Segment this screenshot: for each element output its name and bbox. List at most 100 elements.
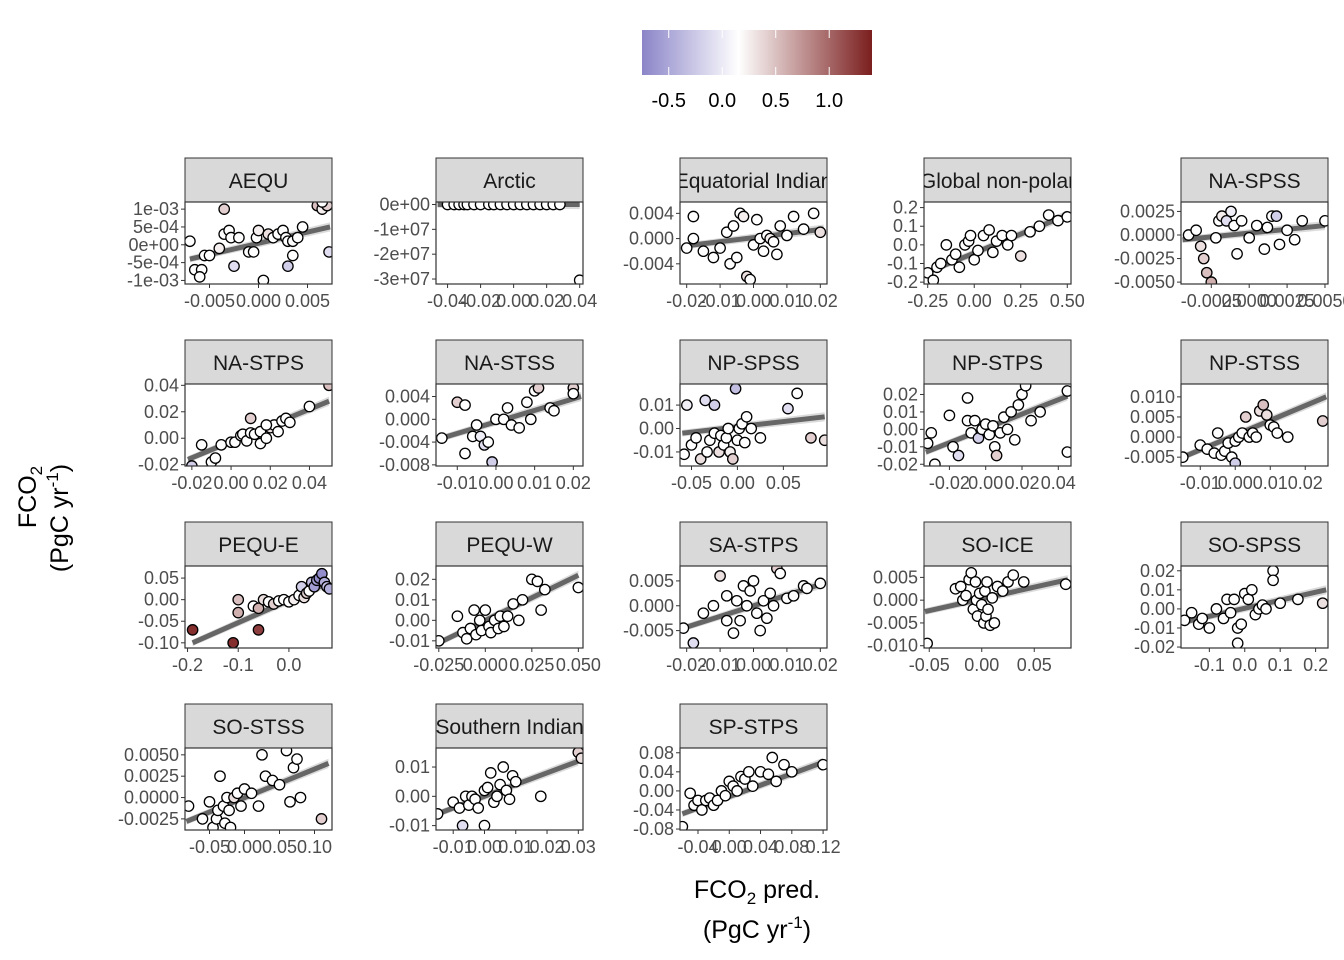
x-tick-label: 0.05 [766,473,801,493]
data-point [1210,603,1223,615]
data-point [722,422,735,435]
panel-title: NP-STSS [1209,352,1300,375]
data-point [785,765,798,778]
data-point [1231,247,1243,260]
x-tick-label: 0.50 [1050,291,1085,311]
panel-title: PEQU-W [466,534,553,557]
data-point [940,239,953,251]
data-point [572,581,583,594]
data-point [209,452,222,464]
data-point [244,412,257,425]
data-point [186,624,199,636]
data-point [1243,231,1256,244]
panel-title: PEQU-E [218,534,299,557]
y-tick-label: 0.02 [1140,561,1175,581]
data-point [1005,229,1018,242]
x-tick-label: 0.03 [561,837,596,857]
data-point [286,249,299,262]
data-point [1210,231,1222,244]
x-tick-label: 0.08 [774,837,809,857]
data-point [1239,411,1252,423]
panel: NA-STPS-0.020.000.020.04-0.02 0.00 0.02 0.0… [138,339,333,493]
data-point [1024,225,1036,238]
plot-inner [437,202,583,284]
y-tick-label: -0.01 [389,631,430,651]
data-point [1271,427,1284,439]
data-point [1281,224,1293,237]
data-point [282,260,294,273]
panel-title: NP-SPSS [707,352,799,375]
x-tick-label: 0.05 [1017,655,1052,675]
data-point [1196,612,1209,625]
data-point [943,409,956,422]
y-tick-label: 5e-04 [133,217,179,237]
data-point [481,781,494,794]
panel-title: AEQU [229,170,289,193]
data-point [193,271,206,283]
panel-title: SO-ICE [961,534,1033,557]
data-point [323,583,332,595]
x-tick-label: -0.05 [909,655,950,675]
data-point [791,387,803,400]
plot-inner [924,566,1071,648]
data-point [1235,618,1248,631]
data-point [512,614,525,627]
data-point [1228,593,1240,606]
y-tick-label: 0.010 [1130,387,1175,407]
panel-strip [435,521,584,567]
data-point [1061,211,1071,223]
panel-strip [679,703,828,749]
panel-title: NA-STSS [464,352,555,375]
x-tick-label: -0.025 [413,655,464,675]
data-point [814,226,827,239]
data-point [968,414,981,427]
data-point [472,802,485,814]
plot-border [435,201,584,285]
plot-inner [680,751,827,830]
x-tick-label: -0.02 [171,473,212,493]
data-point [1061,446,1071,458]
data-point [575,752,583,765]
panel: SP-STPS-0.08-0.040.000.040.08-0.040.000.… [633,703,841,857]
y-tick-label: -5e-04 [127,253,179,273]
data-point [787,210,800,223]
data-point [473,614,486,627]
data-point [567,387,580,400]
data-point [727,220,740,232]
plot-border [184,747,333,831]
data-point [247,246,260,258]
data-point [509,775,522,788]
y-tick-label: 0.00 [1140,599,1175,619]
data-point [213,242,226,255]
data-point [491,790,503,803]
x-title-sub: 2 [747,889,756,908]
data-point [1274,597,1287,610]
y-tick-label: 0.08 [639,743,674,763]
data-point [524,413,537,426]
data-point [680,448,690,461]
data-point [766,751,779,764]
data-point [714,242,726,254]
panel-strip [184,521,333,567]
y-tick-label: 0.0025 [124,766,179,786]
data-point [727,627,740,639]
data-point [284,795,296,808]
data-point [1185,606,1198,619]
panel-title: NA-SPSS [1208,170,1300,193]
data-point [1224,606,1237,619]
data-point [1197,252,1210,265]
x-tick-label: 0.00 [964,655,999,675]
y-tick-label: -0.08 [633,819,674,839]
plot-area [436,202,583,284]
x-tick-label: 0.02 [529,291,564,311]
y-tick-label: -0.02 [877,454,918,474]
x-tick-label: 0.00 [712,837,747,857]
y-tick-label: -0.10 [138,633,179,653]
data-point [1181,451,1189,464]
panel-strip [435,339,584,385]
data-point [573,274,583,284]
x-tick-label: -0.25 [907,291,948,311]
data-point [740,410,753,423]
data-point [767,235,780,248]
